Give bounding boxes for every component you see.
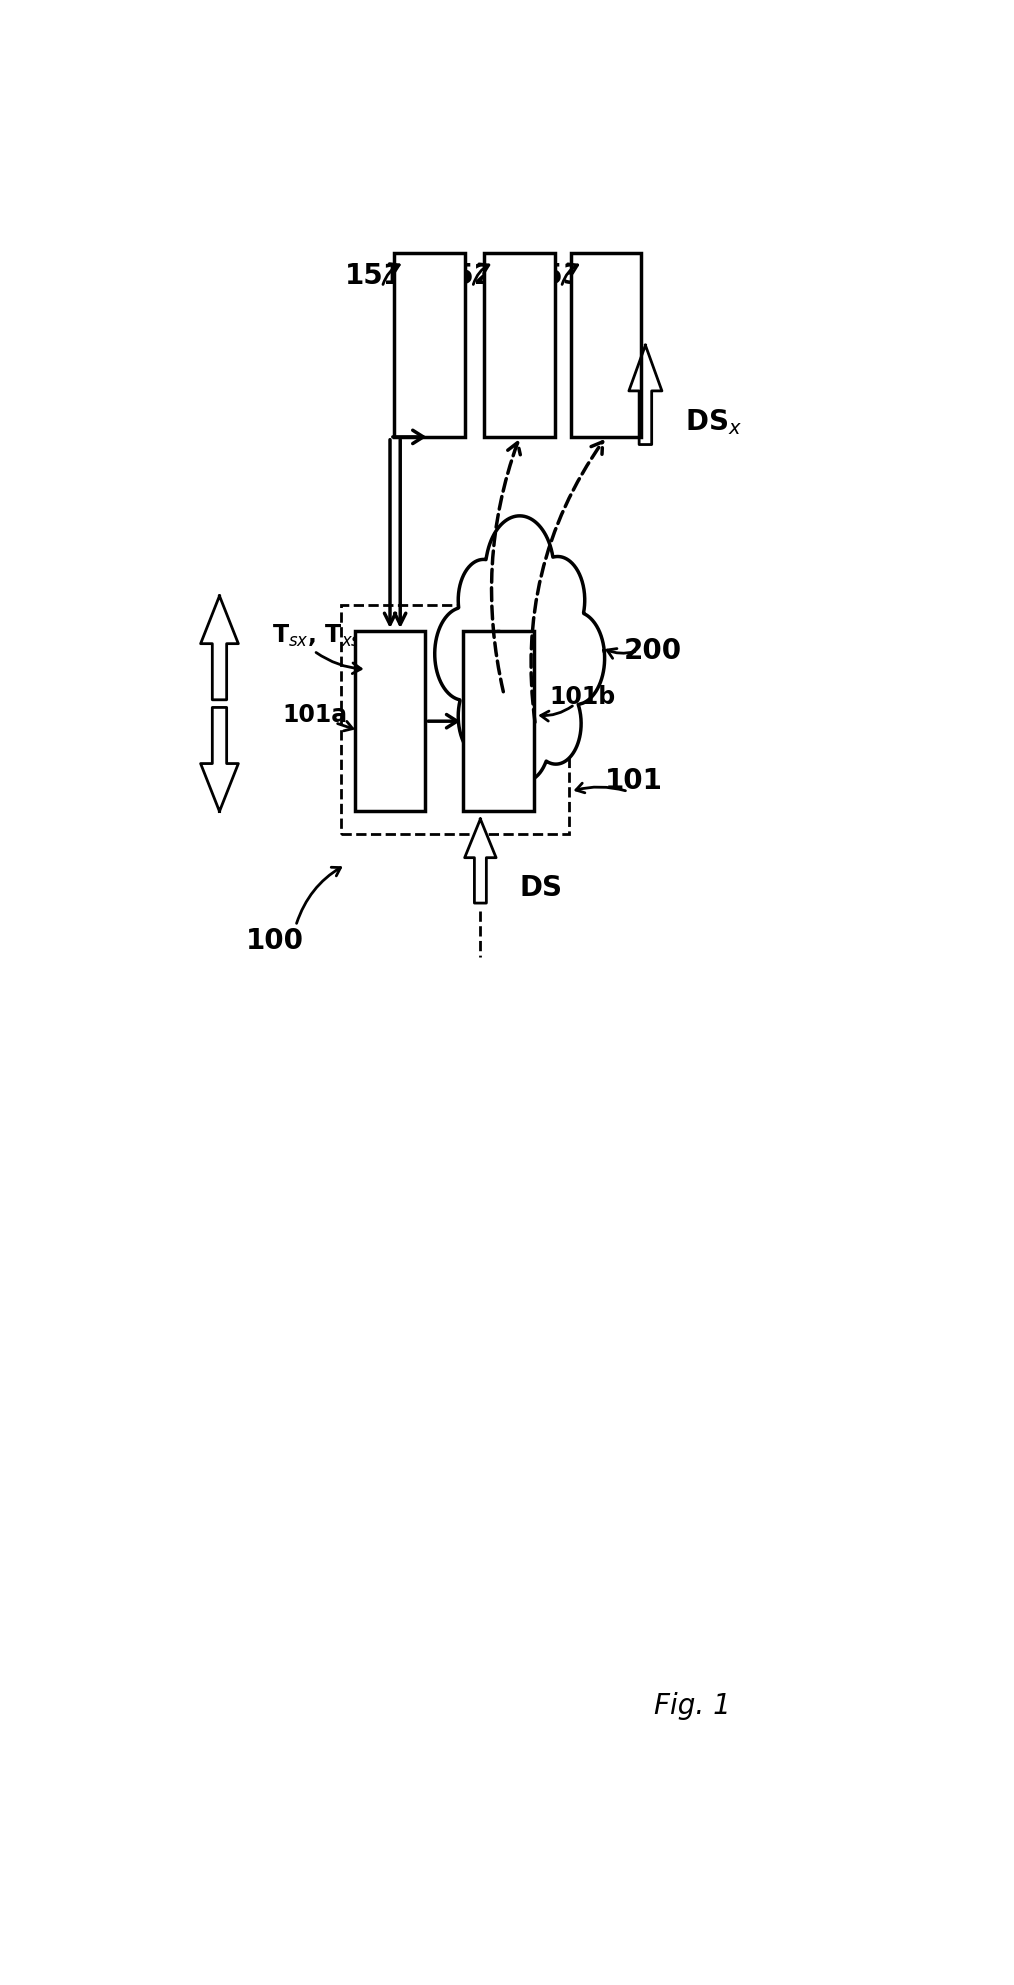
FancyArrowPatch shape bbox=[492, 443, 520, 691]
FancyArrowPatch shape bbox=[338, 721, 353, 730]
Text: Fig. 1: Fig. 1 bbox=[654, 1691, 731, 1719]
Polygon shape bbox=[201, 707, 238, 812]
FancyArrowPatch shape bbox=[392, 431, 423, 443]
FancyArrowPatch shape bbox=[540, 707, 573, 721]
Text: DS: DS bbox=[519, 873, 563, 901]
FancyArrowPatch shape bbox=[607, 649, 635, 659]
Bar bbox=[463, 631, 533, 812]
Text: 101a: 101a bbox=[283, 703, 348, 727]
FancyArrowPatch shape bbox=[562, 264, 578, 284]
FancyArrowPatch shape bbox=[474, 264, 489, 284]
Text: DS$_x$: DS$_x$ bbox=[684, 407, 741, 437]
Polygon shape bbox=[464, 820, 496, 903]
Text: 100: 100 bbox=[245, 927, 303, 955]
Text: 153: 153 bbox=[524, 262, 582, 290]
FancyArrowPatch shape bbox=[576, 784, 626, 792]
Text: 151: 151 bbox=[346, 262, 404, 290]
FancyArrowPatch shape bbox=[428, 715, 457, 728]
Text: T$_{sx}$, T$_{xs}$: T$_{sx}$, T$_{xs}$ bbox=[272, 623, 361, 649]
Text: 200: 200 bbox=[625, 637, 682, 665]
Bar bbox=[571, 254, 642, 437]
FancyArrowPatch shape bbox=[383, 264, 400, 284]
Polygon shape bbox=[435, 516, 604, 782]
FancyArrowPatch shape bbox=[531, 443, 602, 723]
Bar bbox=[394, 254, 464, 437]
Polygon shape bbox=[201, 596, 238, 701]
FancyArrowPatch shape bbox=[316, 653, 361, 673]
FancyArrowPatch shape bbox=[296, 867, 341, 923]
Bar bbox=[342, 605, 569, 834]
Text: 152: 152 bbox=[436, 262, 494, 290]
Bar bbox=[485, 254, 555, 437]
Text: 101b: 101b bbox=[550, 685, 615, 709]
Bar bbox=[355, 631, 426, 812]
Polygon shape bbox=[629, 345, 662, 445]
Text: 101: 101 bbox=[604, 766, 662, 794]
